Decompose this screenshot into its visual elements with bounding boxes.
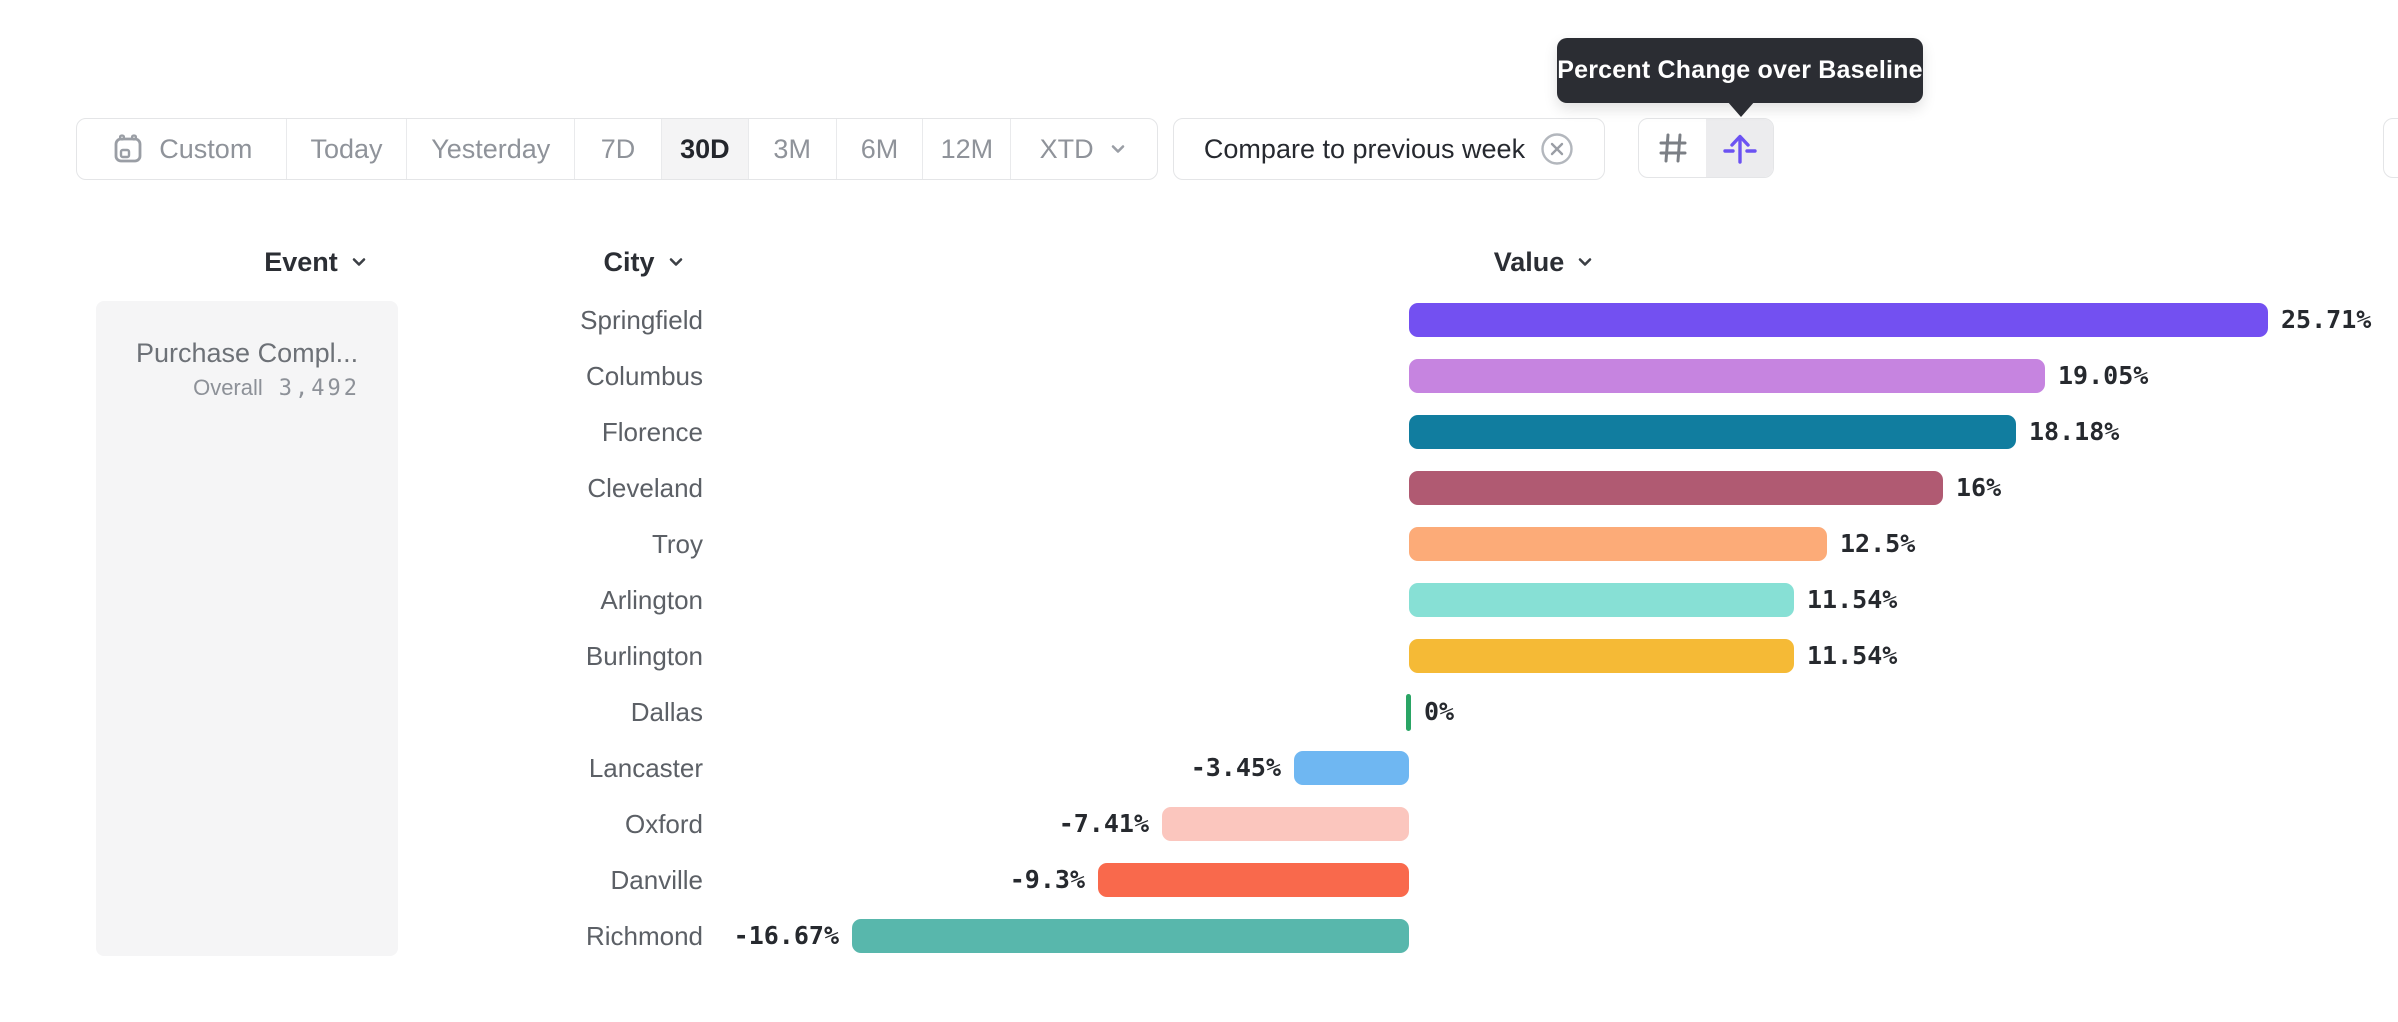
value-label: 12.5%	[1840, 529, 1916, 558]
table-row: Florence 18.18%	[0, 404, 2398, 460]
date-range-label: XTD	[1039, 133, 1094, 164]
chevron-down-icon	[1578, 258, 1592, 266]
date-range-label: 6M	[860, 133, 899, 164]
event-title: Purchase Compl...	[136, 338, 359, 368]
value-label: 25.71%	[2281, 305, 2372, 334]
chevron-down-icon	[1107, 138, 1129, 160]
city-label[interactable]: Florence	[601, 417, 703, 447]
table-row: Oxford -7.41%	[0, 796, 2398, 852]
value-label: 11.54%	[1807, 641, 1898, 670]
value-label: 18.18%	[2029, 417, 2120, 446]
value-label: -16.67%	[733, 921, 839, 950]
value-label: 19.05%	[2058, 361, 2149, 390]
event-overall: Overall 3,492	[193, 375, 360, 401]
overall-value: 3,492	[278, 376, 360, 401]
value-label: 0%	[1424, 697, 1455, 726]
bar-burlington[interactable]	[1409, 639, 1794, 673]
city-label[interactable]: Troy	[651, 529, 703, 559]
date-range-7d[interactable]: 7D	[574, 119, 661, 179]
city-label[interactable]: Cleveland	[587, 473, 703, 503]
table-row: Danville -9.3%	[0, 852, 2398, 908]
value-label: -7.41%	[1058, 809, 1149, 838]
bar-danville[interactable]	[1098, 863, 1409, 897]
value-label: -9.3%	[1009, 865, 1085, 894]
city-label[interactable]: Lancaster	[588, 753, 703, 783]
column-header-event[interactable]: Event	[207, 243, 427, 281]
bar-troy[interactable]	[1409, 527, 1827, 561]
date-range-label: 12M	[940, 133, 994, 164]
clipped-edge-button[interactable]	[2383, 118, 2398, 178]
city-label[interactable]: Springfield	[580, 305, 703, 335]
table-row: Lancaster -3.45%	[0, 740, 2398, 796]
date-range-label: 3M	[773, 133, 811, 164]
calendar-icon	[110, 131, 146, 167]
bar-lancaster[interactable]	[1294, 751, 1409, 785]
date-range-6m[interactable]: 6M	[835, 119, 923, 179]
date-range-label: Custom	[159, 133, 253, 164]
column-header-value[interactable]: Value	[1435, 243, 1655, 281]
value-header-label: Value	[1493, 246, 1565, 277]
tooltip-text: Percent Change over Baseline	[1557, 56, 1923, 84]
city-label[interactable]: Oxford	[624, 809, 703, 839]
date-range-label: 7D	[600, 133, 636, 164]
date-range-3m[interactable]: 3M	[747, 119, 836, 179]
event-header-label: Event	[264, 246, 338, 277]
table-row: Cleveland 16%	[0, 460, 2398, 516]
date-range-label: 30D	[680, 133, 730, 164]
value-label: 16%	[1956, 473, 2002, 502]
chart-view-toggle	[1638, 118, 1774, 178]
city-label[interactable]: Danville	[610, 865, 704, 895]
baseline-view-button[interactable]	[1706, 119, 1773, 177]
zero-baseline-tick[interactable]	[1406, 694, 1411, 731]
table-row: Richmond -16.67%	[0, 908, 2398, 964]
tooltip: Percent Change over Baseline	[1557, 38, 1923, 103]
circle-x-icon[interactable]	[1540, 132, 1574, 166]
chevron-down-icon	[352, 258, 366, 266]
bar-arlington[interactable]	[1409, 583, 1794, 617]
bar-cleveland[interactable]	[1409, 471, 1943, 505]
value-label: -3.45%	[1190, 753, 1281, 782]
date-range-today[interactable]: Today	[285, 119, 407, 179]
table-row: Columbus 19.05%	[0, 348, 2398, 404]
date-range-30d[interactable]: 30D	[660, 119, 748, 179]
column-header-city[interactable]: City	[535, 243, 755, 281]
city-label[interactable]: Burlington	[585, 641, 703, 671]
value-label: 11.54%	[1807, 585, 1898, 614]
bar-springfield[interactable]	[1409, 303, 2268, 337]
baseline-arrow-icon	[1720, 128, 1760, 168]
table-row: Arlington 11.54%	[0, 572, 2398, 628]
table-row: Springfield 25.71%	[0, 292, 2398, 348]
bar-florence[interactable]	[1409, 415, 2016, 449]
tooltip-caret	[1727, 101, 1755, 117]
date-range-xtd[interactable]: XTD	[1010, 119, 1157, 179]
compare-chip-label: Compare to previous week	[1203, 133, 1526, 164]
event-card[interactable]: Purchase Compl... Overall 3,492	[96, 301, 398, 956]
city-label[interactable]: Columbus	[585, 361, 703, 391]
date-range-12m[interactable]: 12M	[922, 119, 1010, 179]
bar-columbus[interactable]	[1409, 359, 2045, 393]
city-label[interactable]: Richmond	[585, 921, 703, 951]
table-row: Troy 12.5%	[0, 516, 2398, 572]
city-label[interactable]: Arlington	[600, 585, 703, 615]
table-row: Burlington 11.54%	[0, 628, 2398, 684]
date-range-label: Today	[310, 133, 383, 164]
table-row: Dallas 0%	[0, 684, 2398, 740]
bar-oxford[interactable]	[1162, 807, 1409, 841]
chevron-down-icon	[669, 258, 682, 266]
city-label[interactable]: Dallas	[630, 697, 703, 727]
compare-chip[interactable]: Compare to previous week	[1173, 118, 1605, 180]
date-range-label: Yesterday	[431, 133, 551, 164]
grid-view-button[interactable]	[1639, 119, 1706, 177]
bar-richmond[interactable]	[852, 919, 1409, 953]
city-header-label: City	[603, 246, 655, 277]
date-range-toolbar: Custom Today Yesterday 7D 30D 3M 6M 12M XTD	[76, 118, 1158, 180]
overall-label: Overall	[193, 375, 263, 400]
date-range-yesterday[interactable]: Yesterday	[406, 119, 574, 179]
grid-icon	[1655, 130, 1691, 166]
date-range-custom[interactable]: Custom	[77, 119, 286, 179]
